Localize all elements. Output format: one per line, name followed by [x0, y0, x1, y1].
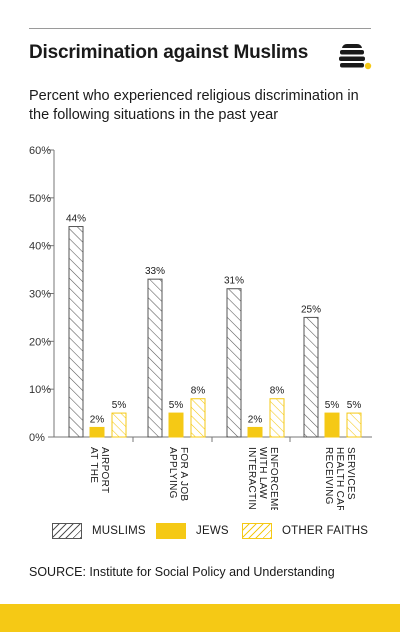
legend-label-other-faiths: OTHER FAITHS	[282, 525, 369, 537]
data-label-jews: 2%	[90, 414, 105, 425]
data-label-jews: 5%	[325, 400, 340, 411]
data-label-jews: 2%	[248, 414, 263, 425]
data-label-muslims: 44%	[66, 214, 86, 225]
y-tick-label: 60%	[29, 145, 51, 157]
bar-other-faiths	[346, 412, 362, 438]
category-label-line: ENFORCEMENT	[268, 447, 279, 510]
data-label-other-faiths: 5%	[112, 400, 127, 411]
legend: MUSLIMS JEWS OTHER FAITHS	[0, 523, 400, 543]
y-tick-label: 50%	[29, 193, 51, 205]
bar-jews	[168, 412, 184, 438]
legend-label-jews: JEWS	[196, 525, 229, 537]
bar-muslims	[68, 226, 84, 438]
category-label-line: AT THE	[88, 447, 99, 483]
legend-swatch-muslims	[52, 523, 82, 539]
legend-item-jews: JEWS	[156, 523, 229, 539]
category-label-line: SERVICES	[345, 447, 356, 500]
data-label-other-faiths: 5%	[347, 400, 362, 411]
data-label-other-faiths: 8%	[191, 386, 206, 397]
category-label-line: APPLYING	[167, 447, 178, 499]
data-label-jews: 5%	[169, 400, 184, 411]
legend-swatch-jews	[156, 523, 186, 539]
bar-chart: 0% 10% 20% 30% 40% 50% 60% 44% 33% 31% 25% 2% 5% 2% 5…	[29, 145, 372, 510]
bar-other-faiths	[190, 398, 206, 438]
bar-muslims	[147, 278, 163, 438]
legend-swatch-other-faiths	[242, 523, 272, 539]
y-tick-label: 40%	[29, 241, 51, 253]
data-label-muslims: 31%	[224, 276, 244, 287]
bar-other-faiths	[269, 398, 285, 438]
category-label-line: AIRPORT	[99, 447, 110, 493]
category-label-line: WITH LAW	[257, 447, 268, 499]
legend-item-muslims: MUSLIMS	[52, 523, 146, 539]
category-label-line: FOR A JOB	[178, 447, 189, 501]
beehive-icon	[339, 44, 372, 70]
category-label: RECEIVING HEALTH CARE SERVICES	[323, 447, 356, 510]
bar-other-faiths	[111, 412, 127, 438]
data-label-muslims: 25%	[301, 304, 321, 315]
bar-jews	[324, 412, 340, 438]
category-label: APPLYING FOR A JOB	[167, 447, 189, 501]
y-tick-label: 20%	[29, 336, 51, 348]
y-tick-label: 30%	[29, 289, 51, 301]
legend-label-muslims: MUSLIMS	[92, 525, 146, 537]
bar-jews	[247, 426, 263, 438]
source-note: SOURCE: Institute for Social Policy and …	[29, 565, 335, 579]
legend-item-other-faiths: OTHER FAITHS	[242, 523, 368, 539]
category-label-line: RECEIVING	[323, 447, 334, 505]
bar-jews	[89, 426, 105, 438]
data-label-muslims: 33%	[145, 266, 165, 277]
y-tick-label: 0%	[29, 432, 45, 444]
category-label-line: INTERACTING	[246, 447, 257, 510]
category-label-line: HEALTH CARE	[334, 447, 345, 510]
bottom-accent-bar	[0, 604, 400, 632]
bar-muslims	[303, 316, 319, 438]
top-divider	[29, 28, 371, 29]
bar-muslims	[226, 288, 242, 438]
category-label: AT THE AIRPORT	[88, 447, 110, 493]
data-label-other-faiths: 8%	[270, 386, 285, 397]
y-tick-label: 10%	[29, 384, 51, 396]
chart-title: Discrimination against Muslims	[29, 42, 309, 63]
chart-subtitle: Percent who experienced religious discri…	[29, 88, 359, 123]
category-label: INTERACTING WITH LAW ENFORCEMENT	[246, 447, 279, 510]
